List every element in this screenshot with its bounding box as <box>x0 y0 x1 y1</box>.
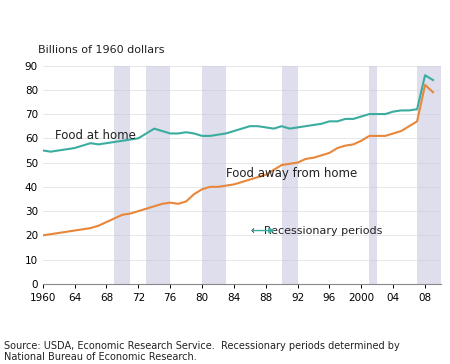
Bar <box>417 66 441 284</box>
Text: U.S. food expenditures adjusted for inflation: U.S. food expenditures adjusted for infl… <box>5 8 356 23</box>
Text: Source: USDA, Economic Research Service.  Recessionary periods determined by
Nat: Source: USDA, Economic Research Service.… <box>4 341 400 362</box>
Text: Billions of 1960 dollars: Billions of 1960 dollars <box>38 45 165 55</box>
Bar <box>282 66 297 284</box>
Text: Food at home: Food at home <box>55 129 135 142</box>
Text: ← Recessionary periods: ← Recessionary periods <box>252 226 383 236</box>
Bar <box>369 66 377 284</box>
Bar <box>114 66 130 284</box>
Text: Food away from home: Food away from home <box>226 167 357 179</box>
Bar <box>202 66 226 284</box>
Bar <box>146 66 170 284</box>
